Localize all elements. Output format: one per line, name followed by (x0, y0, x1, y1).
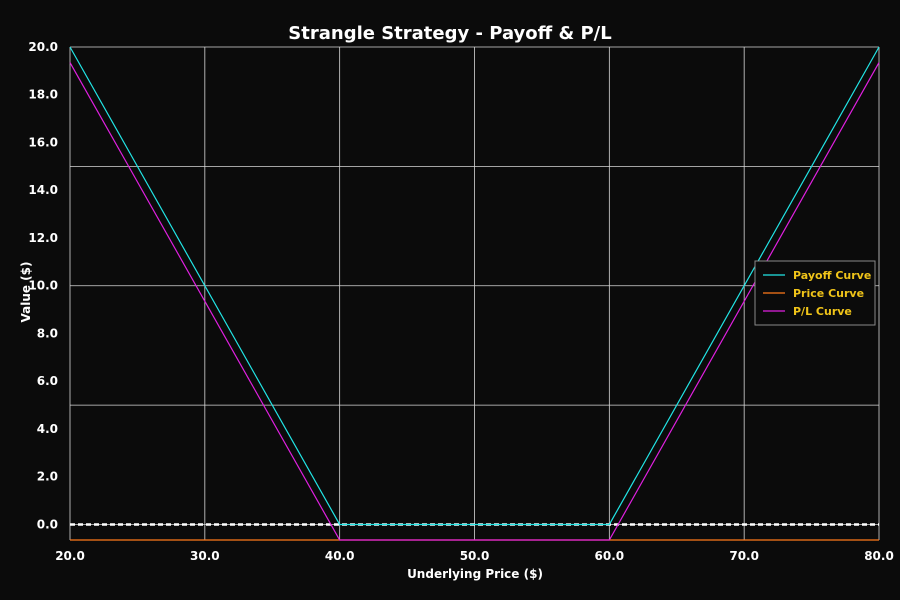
legend-label: Price Curve (793, 287, 864, 300)
y-tick-label: 12.0 (28, 231, 58, 245)
x-tick-label: 50.0 (460, 549, 490, 563)
legend: Payoff Curve Price Curve P/L Curve (754, 260, 876, 326)
x-tick-label: 30.0 (190, 549, 220, 563)
y-tick-label: 16.0 (28, 135, 58, 149)
y-tick-label: 2.0 (37, 470, 58, 484)
y-tick-label: 0.0 (37, 517, 58, 531)
x-tick-label: 70.0 (729, 549, 759, 563)
payoff-curve-line (69, 46, 880, 526)
legend-label: Payoff Curve (793, 269, 871, 282)
y-tick-label: 4.0 (37, 422, 58, 436)
y-tick-label: 10.0 (28, 279, 58, 293)
x-axis-label: Underlying Price ($) (407, 567, 543, 581)
y-tick-label: 14.0 (28, 183, 58, 197)
chart-title: Strangle Strategy - Payoff & P/L (288, 23, 611, 44)
x-tick-label: 40.0 (325, 549, 355, 563)
series-layer (69, 46, 880, 541)
y-tick-label: 18.0 (28, 88, 58, 102)
legend-label: P/L Curve (793, 305, 852, 318)
y-tick-label: 20.0 (28, 40, 58, 54)
p-l-curve-line (69, 62, 880, 541)
y-tick-label: 6.0 (37, 374, 58, 388)
y-tick-label: 8.0 (37, 326, 58, 340)
x-axis-ticks: 20.0 30.0 40.0 50.0 60.0 70.0 80.0 (55, 549, 894, 563)
x-tick-label: 80.0 (864, 549, 894, 563)
y-axis-ticks: 0.0 2.0 4.0 6.0 8.0 10.0 12.0 14.0 16.0 18.0 20.0 (28, 40, 58, 531)
y-axis-label: Value ($) (19, 261, 33, 322)
x-tick-label: 20.0 (55, 549, 85, 563)
x-tick-label: 60.0 (595, 549, 625, 563)
